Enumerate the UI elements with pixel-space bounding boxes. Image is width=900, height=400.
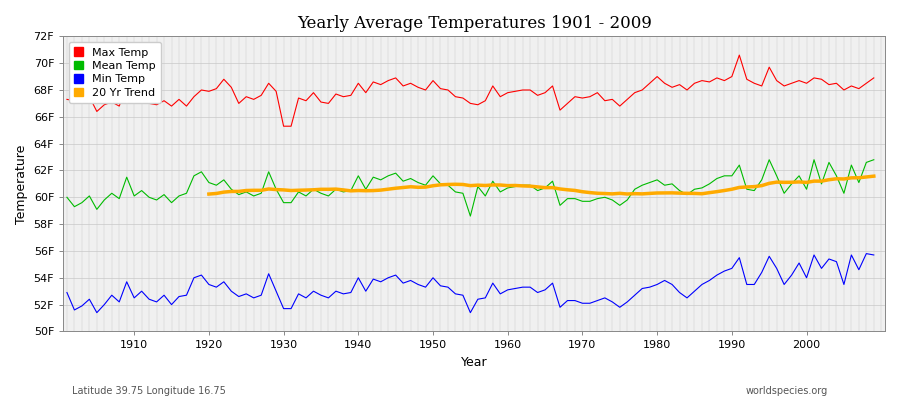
X-axis label: Year: Year (461, 356, 488, 369)
Legend: Max Temp, Mean Temp, Min Temp, 20 Yr Trend: Max Temp, Mean Temp, Min Temp, 20 Yr Tre… (68, 42, 161, 104)
Title: Yearly Average Temperatures 1901 - 2009: Yearly Average Temperatures 1901 - 2009 (297, 15, 652, 32)
Y-axis label: Temperature: Temperature (15, 144, 28, 224)
Text: worldspecies.org: worldspecies.org (746, 386, 828, 396)
Text: Latitude 39.75 Longitude 16.75: Latitude 39.75 Longitude 16.75 (72, 386, 226, 396)
